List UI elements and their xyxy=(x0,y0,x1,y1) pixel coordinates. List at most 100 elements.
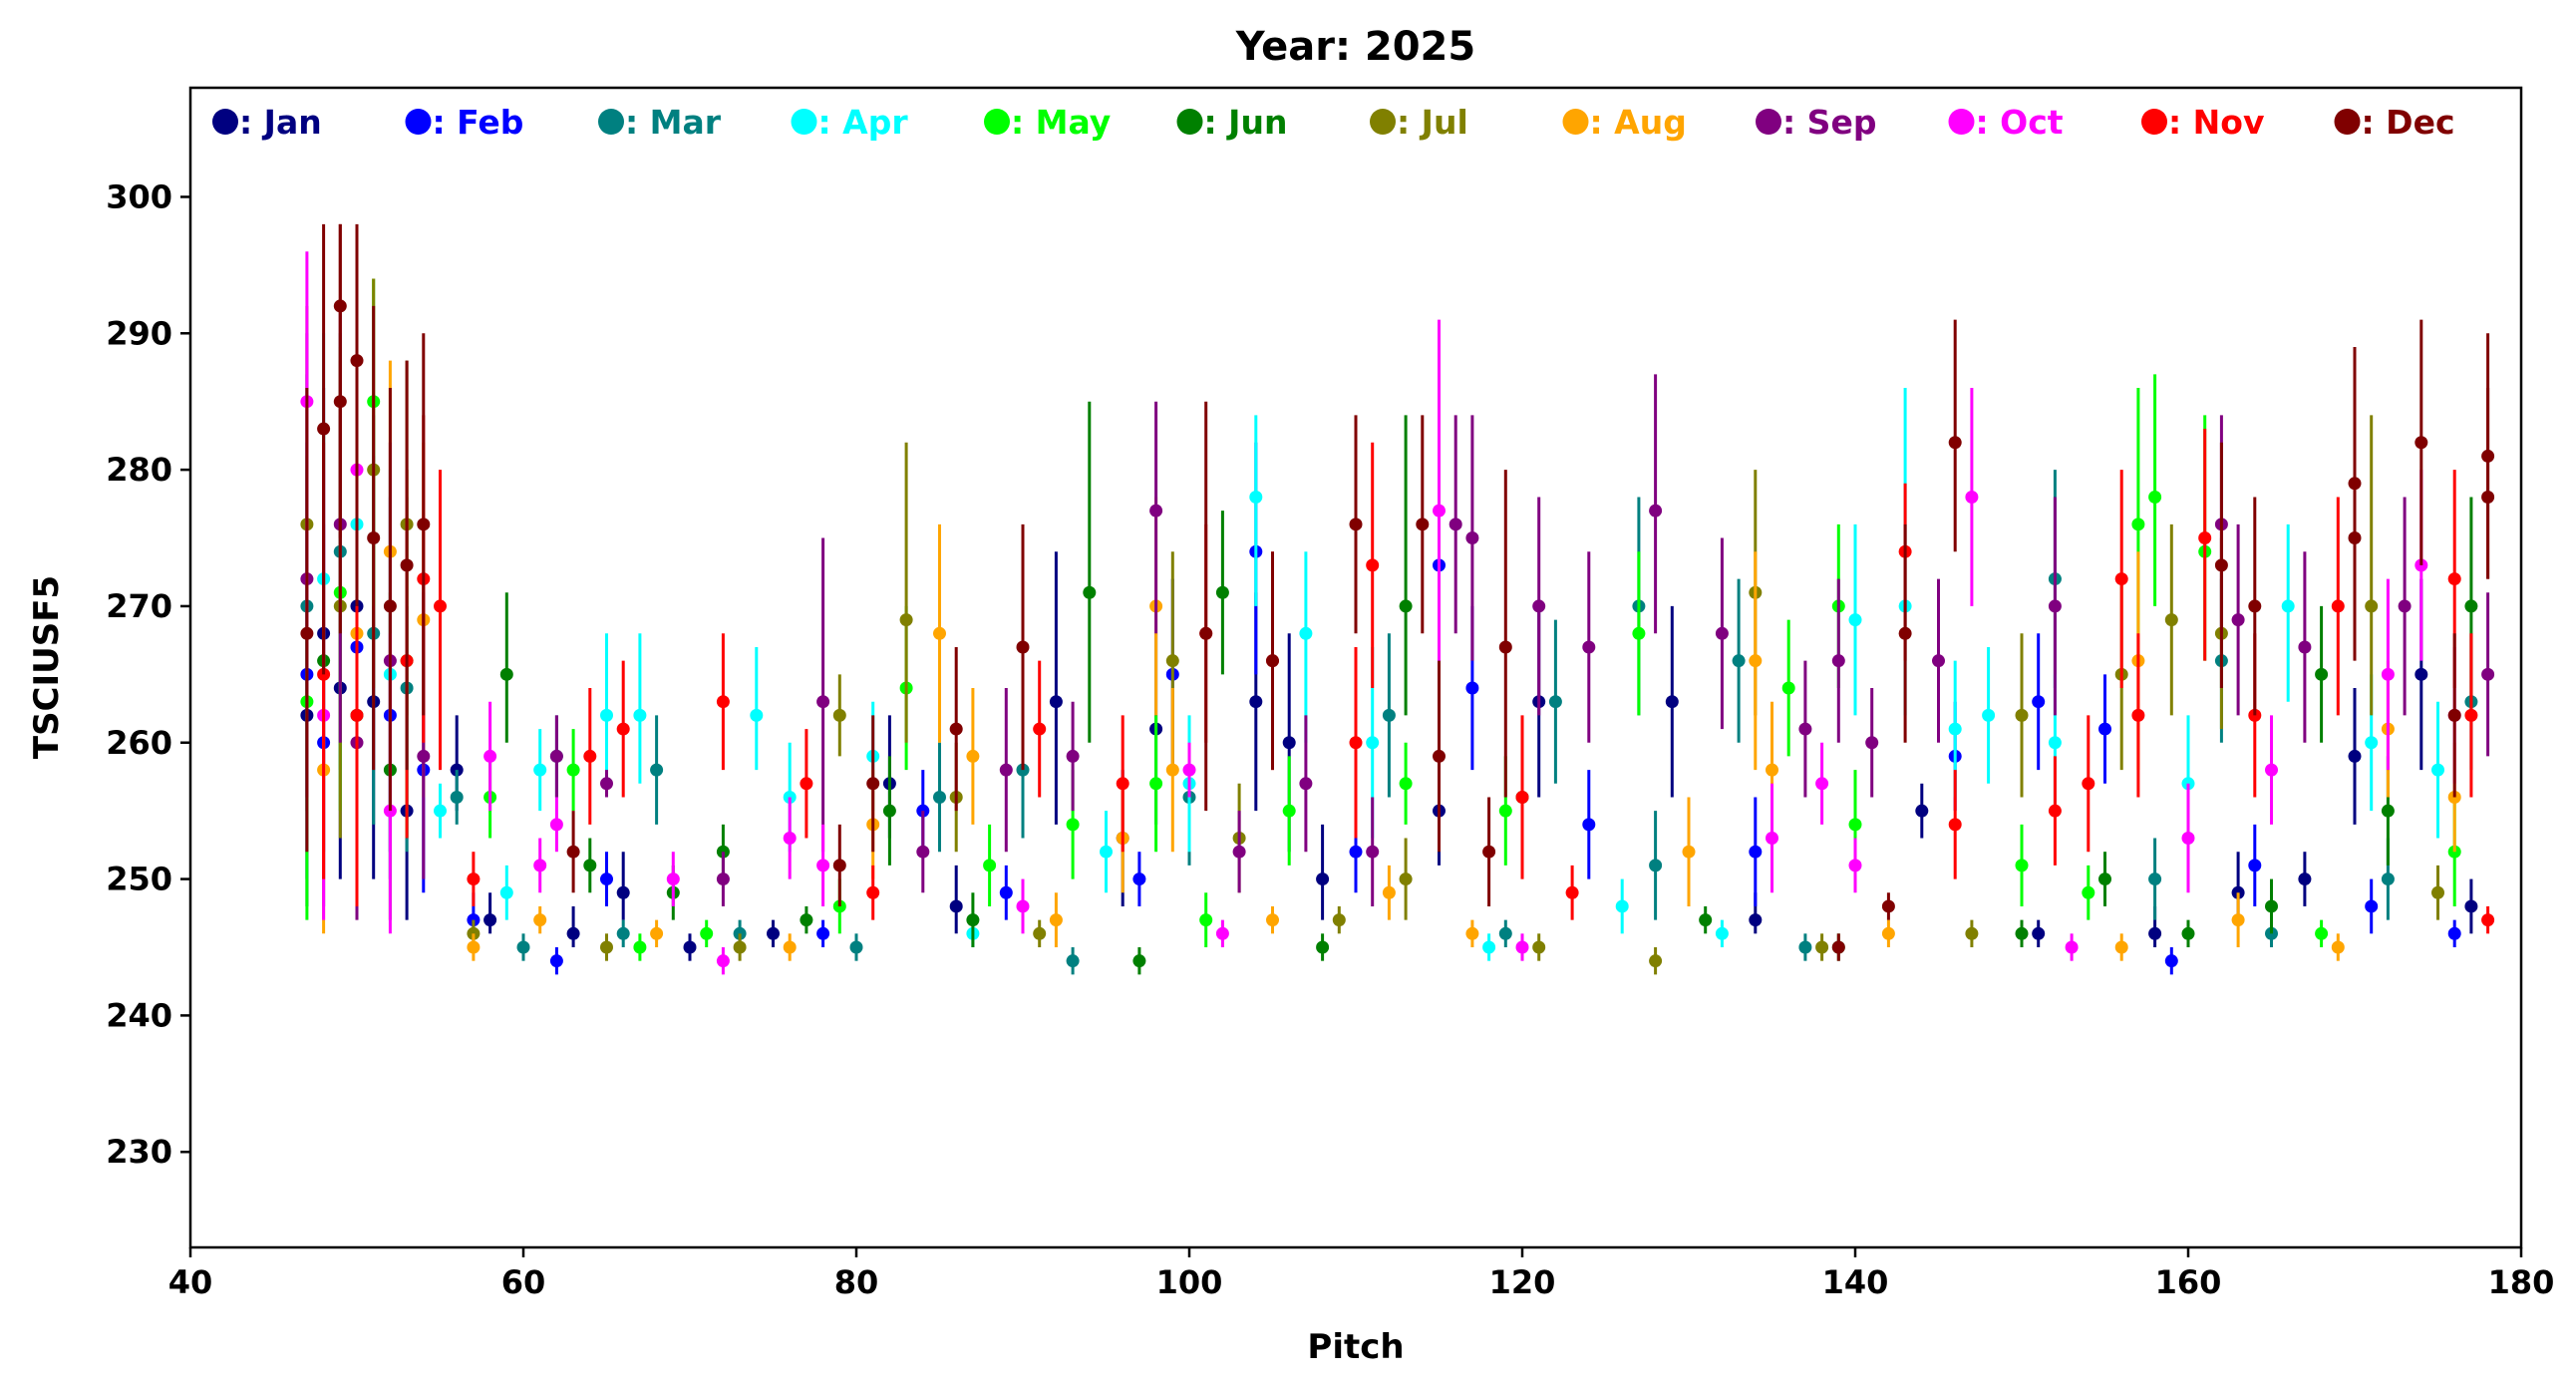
data-point xyxy=(933,626,946,640)
legend-label: : Nov xyxy=(2168,103,2265,142)
data-point xyxy=(350,354,364,368)
data-point xyxy=(367,531,381,545)
data-point xyxy=(1815,777,1829,791)
data-point xyxy=(1049,913,1063,927)
data-point xyxy=(2315,667,2329,681)
data-point xyxy=(767,926,780,940)
data-point xyxy=(1366,845,1380,859)
data-point xyxy=(783,832,797,846)
data-point xyxy=(467,940,481,954)
data-point xyxy=(1149,777,1163,791)
data-point xyxy=(1266,654,1279,668)
data-point xyxy=(1831,654,1845,668)
data-point xyxy=(2331,940,2345,954)
legend-label: : Apr xyxy=(818,103,909,142)
legend-label: : Feb xyxy=(433,103,524,142)
data-point xyxy=(832,708,846,722)
data-point xyxy=(1498,640,1512,654)
data-point xyxy=(2065,940,2079,954)
data-point xyxy=(2298,872,2312,886)
data-point xyxy=(1848,859,1862,872)
data-point xyxy=(2415,436,2428,450)
data-point xyxy=(434,599,447,613)
data-point xyxy=(1299,626,1313,640)
data-point xyxy=(400,558,414,572)
legend-label: : May xyxy=(1011,103,1111,142)
data-point xyxy=(2447,708,2461,722)
data-point xyxy=(633,708,647,722)
data-point xyxy=(1215,585,1229,599)
data-point xyxy=(1433,504,1446,518)
data-point xyxy=(2265,763,2278,777)
data-point xyxy=(2181,926,2195,940)
y-tick-label: 280 xyxy=(106,451,172,489)
data-point xyxy=(2098,722,2111,736)
y-tick-label: 250 xyxy=(106,861,172,898)
data-point xyxy=(1399,599,1413,613)
legend-marker xyxy=(598,109,624,135)
x-axis: 40 60 80 100 120 140 160 180 xyxy=(168,1247,2554,1301)
data-point xyxy=(1232,845,1246,859)
data-point xyxy=(1316,872,1330,886)
data-point xyxy=(1649,954,1663,968)
data-point xyxy=(2148,490,2162,504)
data-point xyxy=(1066,954,1080,968)
legend-marker xyxy=(1370,109,1396,135)
data-point xyxy=(1649,504,1663,518)
data-point xyxy=(899,613,913,627)
data-point xyxy=(650,763,664,777)
data-point xyxy=(2381,872,2395,886)
data-point xyxy=(1416,518,1430,531)
data-point xyxy=(1582,640,1596,654)
data-point xyxy=(1433,749,1446,763)
data-point xyxy=(2248,859,2262,872)
data-point xyxy=(583,749,597,763)
data-point xyxy=(600,777,613,791)
x-tick-label: 80 xyxy=(834,1263,879,1301)
data-point xyxy=(616,885,630,899)
data-point xyxy=(1199,626,1213,640)
data-point xyxy=(2164,954,2178,968)
data-point xyxy=(683,940,697,954)
data-point xyxy=(1732,654,1746,668)
data-point xyxy=(866,885,880,899)
data-point xyxy=(2447,926,2461,940)
data-point xyxy=(300,626,314,640)
data-point xyxy=(2214,558,2228,572)
data-point xyxy=(1781,681,1795,695)
data-point xyxy=(2281,599,2295,613)
data-point xyxy=(600,708,613,722)
data-point xyxy=(2015,859,2029,872)
data-point xyxy=(1116,777,1129,791)
data-point xyxy=(2348,531,2362,545)
data-point xyxy=(1449,518,1462,531)
data-point xyxy=(1632,626,1646,640)
data-point xyxy=(1149,504,1163,518)
data-point xyxy=(1465,681,1479,695)
data-point xyxy=(533,859,547,872)
data-point xyxy=(2298,640,2312,654)
data-point xyxy=(2082,885,2095,899)
y-axis-label: TSCIUSF5 xyxy=(27,575,67,759)
data-point xyxy=(1100,845,1113,859)
data-point xyxy=(882,804,896,818)
data-point xyxy=(2464,599,2478,613)
data-point xyxy=(1165,654,1179,668)
data-point xyxy=(317,422,331,436)
data-point xyxy=(1649,859,1663,872)
data-point xyxy=(1965,490,1979,504)
data-point xyxy=(1066,818,1080,832)
data-point xyxy=(1165,763,1179,777)
data-point xyxy=(1965,926,1979,940)
seriesdec xyxy=(300,223,2495,961)
data-point xyxy=(1349,736,1363,750)
data-point xyxy=(1316,940,1330,954)
data-point xyxy=(2015,708,2029,722)
data-point xyxy=(2415,667,2428,681)
data-point xyxy=(2365,599,2379,613)
data-point xyxy=(1282,804,1296,818)
data-point xyxy=(1266,913,1279,927)
legend-label: : Mar xyxy=(625,103,722,142)
data-point xyxy=(1982,708,1996,722)
